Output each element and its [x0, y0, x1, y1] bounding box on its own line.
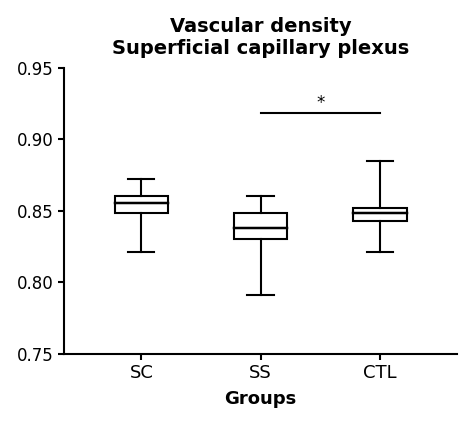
Bar [353, 208, 407, 221]
Text: *: * [316, 94, 324, 112]
Title: Vascular density
Superficial capillary plexus: Vascular density Superficial capillary p… [112, 17, 409, 58]
Bar [234, 213, 287, 239]
X-axis label: Groups: Groups [225, 390, 297, 408]
Bar [115, 196, 168, 213]
